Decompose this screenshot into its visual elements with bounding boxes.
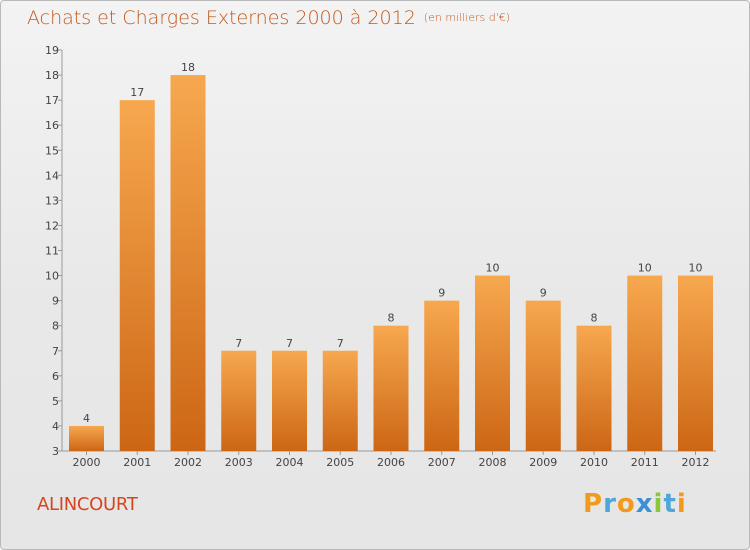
chart-title: Achats et Charges Externes 2000 à 2012 (e… (27, 7, 510, 29)
x-tick-label-2001: 2001 (123, 456, 151, 469)
logo-letter: o (616, 489, 636, 519)
y-tick-label: 12 (45, 219, 59, 232)
bar-2005 (322, 350, 358, 451)
y-tick-label: 6 (52, 370, 59, 383)
x-tick-label-2005: 2005 (326, 456, 354, 469)
logo-letter: t (663, 489, 677, 519)
bar-2009 (525, 300, 561, 451)
y-tick-label: 7 (52, 345, 59, 358)
y-tick-label: 17 (45, 94, 59, 107)
chart-title-text: Achats et Charges Externes 2000 à 2012 (27, 7, 416, 29)
value-label-2009: 9 (540, 287, 547, 300)
bar-2010 (576, 325, 612, 451)
x-tick-label-2002: 2002 (174, 456, 202, 469)
bars (69, 75, 713, 451)
bar-2003 (221, 350, 257, 451)
x-tick-label-2003: 2003 (225, 456, 253, 469)
bar-2011 (627, 275, 663, 451)
value-label-2007: 9 (438, 287, 445, 300)
bar-2002 (170, 75, 206, 451)
value-label-2008: 10 (486, 262, 500, 275)
y-tick-label: 19 (45, 44, 59, 57)
value-label-2005: 7 (337, 337, 344, 350)
bar-2008 (475, 275, 510, 451)
x-tick-label-2008: 2008 (479, 456, 507, 469)
value-label-2004: 7 (286, 337, 293, 350)
value-label-2003: 7 (235, 337, 242, 350)
chart-unit-label: (en milliers d'€) (423, 11, 511, 24)
value-label-2001: 17 (130, 86, 144, 99)
bar-2007 (424, 300, 460, 451)
logo-letter: x (635, 489, 654, 519)
commune-name: ALINCOURT (37, 494, 138, 515)
x-tick-label-2000: 2000 (73, 456, 101, 469)
value-label-2012: 10 (689, 262, 703, 275)
bar-2000 (69, 425, 104, 451)
logo-letter: r (603, 489, 617, 519)
x-tick-label-2010: 2010 (580, 456, 608, 469)
bar-2001 (119, 100, 155, 451)
y-tick-label: 4 (52, 420, 59, 433)
bar-2006 (373, 325, 409, 451)
y-tick-label: 8 (52, 320, 59, 333)
x-tick-label-2007: 2007 (428, 456, 456, 469)
y-tick-label: 18 (45, 69, 59, 82)
x-tick-label-2011: 2011 (631, 456, 659, 469)
y-tick-label: 11 (45, 245, 59, 258)
value-label-2006: 8 (388, 312, 395, 325)
y-tick-label: 13 (45, 194, 59, 207)
x-tick-label-2012: 2012 (682, 456, 710, 469)
bar-2004 (272, 350, 307, 451)
y-tick-label: 14 (45, 169, 59, 182)
bar-2012 (678, 275, 713, 451)
value-label-2002: 18 (181, 61, 195, 74)
y-tick-label: 16 (45, 119, 59, 132)
y-tick-label: 9 (52, 295, 59, 308)
x-tick-label-2006: 2006 (377, 456, 405, 469)
y-tick-label: 10 (45, 270, 59, 283)
x-tick-label-2004: 2004 (276, 456, 304, 469)
logo-letter: i (653, 489, 664, 519)
proxiti-logo: Proxiti (583, 489, 687, 519)
x-tick-label-2009: 2009 (529, 456, 557, 469)
logo-letter: i (676, 489, 687, 519)
y-tick-label: 15 (45, 144, 59, 157)
y-tick-label: 5 (52, 395, 59, 408)
value-label-2011: 10 (638, 262, 652, 275)
labels: 3 4 5 6 7 8 9 10 11 12 13 14 15 16 17 18 19 4 2000 17 2001 18… (45, 44, 710, 469)
value-label-2010: 8 (591, 312, 598, 325)
y-tick-label: 3 (52, 445, 59, 458)
value-label-2000: 4 (83, 412, 90, 425)
logo-letter: P (583, 489, 604, 519)
